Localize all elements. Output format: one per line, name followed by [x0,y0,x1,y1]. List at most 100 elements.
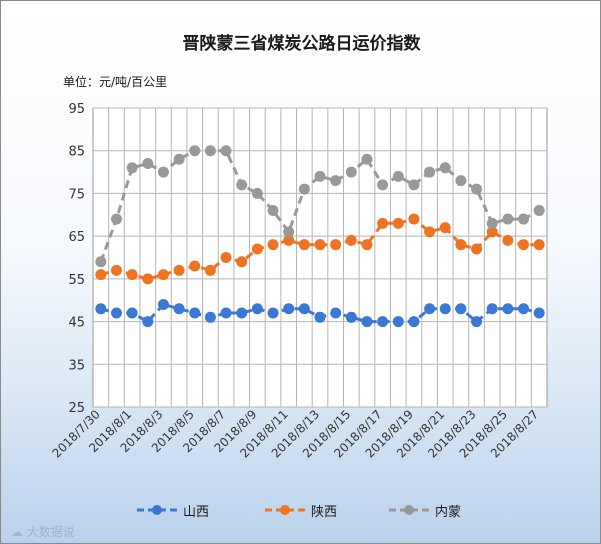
data-point-0 [345,311,357,323]
data-point-0 [408,316,420,328]
data-point-1 [392,217,404,229]
data-point-1 [408,213,420,225]
data-point-2 [204,145,216,157]
data-point-1 [471,243,483,255]
watermark-text: 大数据说 [26,525,75,539]
watermark-logo-icon: ☁ [11,525,23,539]
data-point-0 [439,303,451,315]
legend-item-shanxi[interactable]: 山西 [135,498,209,522]
data-point-2 [220,145,232,157]
data-point-2 [345,166,357,178]
data-point-0 [267,307,279,319]
data-point-0 [502,303,514,315]
data-point-2 [110,213,122,225]
data-point-0 [126,307,138,319]
data-point-1 [330,239,342,251]
data-point-1 [455,239,467,251]
data-point-1 [267,239,279,251]
data-point-0 [157,298,169,310]
legend-label-neimeng: 内蒙 [435,504,462,520]
data-point-2 [157,166,169,178]
data-point-0 [455,303,467,315]
data-point-1 [95,269,107,281]
data-point-1 [110,264,122,276]
data-point-2 [518,213,530,225]
data-point-0 [204,311,216,323]
data-point-1 [424,226,436,238]
legend-swatch-shanxi [137,505,177,515]
data-point-0 [220,307,232,319]
data-point-0 [392,316,404,328]
data-point-0 [533,307,545,319]
data-point-2 [408,179,420,191]
data-point-2 [173,153,185,165]
data-point-1 [533,239,545,251]
data-point-0 [236,307,248,319]
data-point-0 [518,303,530,315]
data-point-0 [173,303,185,315]
data-point-2 [377,179,389,191]
data-point-2 [361,153,373,165]
data-point-2 [424,166,436,178]
data-point-0 [424,303,436,315]
chart-title: 晋陕蒙三省煤炭公路日运价指数 [182,34,421,54]
data-point-2 [236,179,248,191]
y-tick-label: 85 [68,145,85,160]
data-point-0 [142,316,154,328]
legend-swatch-shaanxi [265,505,305,515]
data-point-2 [126,162,138,174]
data-point-1 [189,260,201,272]
data-point-2 [298,183,310,195]
data-point-1 [298,239,310,251]
legend-label-shaanxi: 陕西 [311,504,338,520]
data-point-1 [220,252,232,263]
data-point-2 [267,205,279,217]
data-point-1 [236,256,248,268]
legend-item-shaanxi[interactable]: 陕西 [263,498,337,522]
data-point-2 [486,217,498,229]
legend: 山西 陕西 内蒙 [1,498,600,522]
data-point-0 [486,303,498,315]
y-tick-label: 35 [68,358,85,373]
y-tick-label: 45 [68,316,85,331]
data-point-0 [471,316,483,328]
data-point-2 [439,162,451,174]
data-point-1 [142,273,154,285]
data-point-2 [95,256,107,268]
data-point-1 [314,239,326,251]
y-tick-label: 75 [68,187,85,202]
data-point-1 [361,239,373,251]
data-point-2 [533,205,545,217]
data-point-0 [361,316,373,328]
data-point-2 [330,175,342,187]
data-point-2 [283,226,295,238]
data-point-0 [189,307,201,319]
y-tick-label: 65 [68,230,85,245]
data-point-1 [502,234,514,246]
data-point-2 [189,145,201,157]
data-point-0 [110,307,122,319]
data-point-2 [392,170,404,182]
data-point-1 [345,234,357,246]
data-point-1 [283,234,295,246]
data-point-1 [251,243,263,255]
series-line-2 [99,149,540,263]
data-point-2 [314,170,326,182]
data-point-2 [471,183,483,195]
data-point-2 [455,175,467,187]
data-point-0 [377,316,389,328]
data-point-1 [439,222,451,234]
data-point-2 [502,213,514,225]
data-point-1 [173,264,185,276]
data-point-1 [126,269,138,281]
y-tick-label: 25 [68,401,85,416]
plot-area [92,107,548,408]
legend-item-neimeng[interactable]: 内蒙 [387,498,461,522]
data-point-0 [95,303,107,315]
data-point-0 [330,307,342,319]
data-point-1 [377,217,389,229]
data-point-2 [251,187,263,199]
data-point-1 [486,226,498,238]
